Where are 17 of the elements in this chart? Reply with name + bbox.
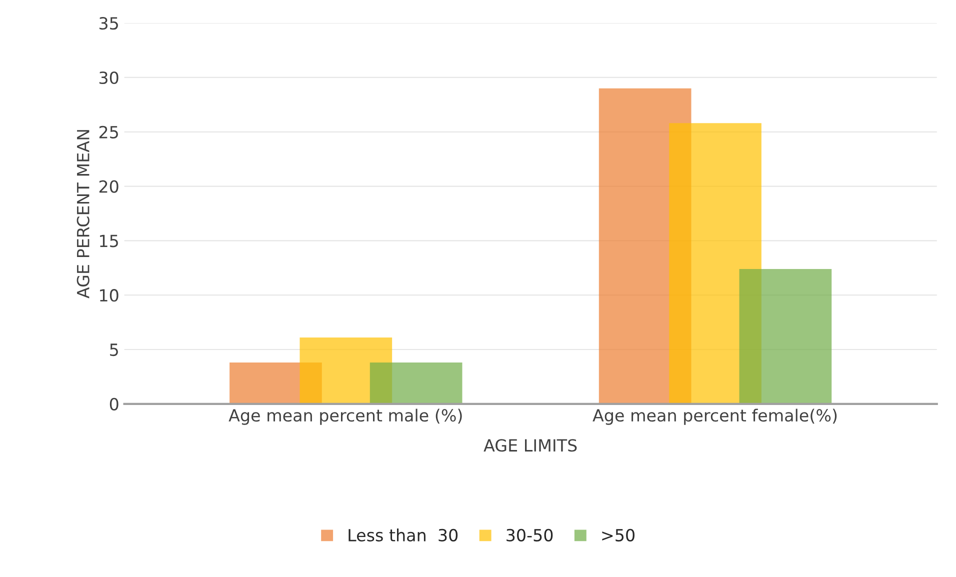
y-tick-label: 10 (100, 289, 118, 302)
y-tick-label: 35 (99, 17, 118, 30)
y-axis-title: AGE PERCENT MEAN (76, 130, 90, 298)
x-axis-title: AGE LIMITS (484, 439, 577, 452)
y-tick-label: 15 (100, 234, 118, 248)
legend-label: >50 (602, 528, 634, 542)
x-tick-label: Age mean percent male (%) (228, 408, 462, 425)
y-tick-label: 30 (99, 71, 118, 84)
y-tick-label: 25 (99, 126, 118, 138)
x-tick-label: Age mean percent female(%) (592, 408, 837, 425)
y-tick-label: 20 (99, 180, 118, 193)
y-tick-label: 5 (110, 344, 118, 356)
y-tick-label: 0 (110, 398, 118, 410)
bar (739, 268, 832, 404)
legend-label: Less than 30 (348, 528, 458, 542)
bar (370, 362, 462, 404)
legend-label: 30-50 (506, 528, 553, 542)
